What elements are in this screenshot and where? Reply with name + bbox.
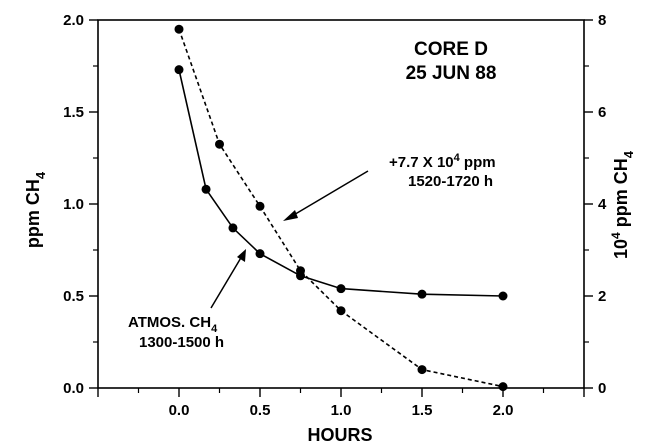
dashed-series-point	[336, 306, 346, 316]
solid-series-point	[255, 249, 265, 259]
x-tick-label: 1.0	[331, 402, 352, 419]
solid-series-point	[336, 284, 346, 294]
x-axis-title: HOURS	[307, 425, 372, 445]
right-y-axis-title-rest: ppm CH	[611, 158, 631, 232]
dashed-series-point	[174, 24, 184, 34]
dashed-series-point	[215, 139, 224, 149]
solid-series-point	[201, 184, 211, 194]
dashed-series-point	[498, 382, 508, 392]
right-y-tick-label: 0	[598, 380, 606, 397]
solid-series-point	[498, 291, 508, 301]
solid-series-point	[417, 289, 427, 299]
dashed-series-point	[255, 201, 265, 211]
right-y-axis-title-sub: 4	[621, 150, 636, 158]
right-y-axis-title: 104 ppm CH4	[609, 150, 636, 259]
x-tick-label: 0.5	[250, 402, 271, 419]
x-axis-ticks: 0.0 0.5 1.0 1.5 2.0	[97, 388, 585, 419]
right-y-axis-title-sup: 4	[609, 232, 623, 239]
left-y-tick-label: 0.0	[63, 380, 84, 397]
solid-series-label-sub: 4	[211, 323, 218, 335]
solid-series-arrow	[210, 249, 246, 309]
dashed-series-point	[417, 365, 427, 375]
dashed-series-point	[296, 266, 305, 276]
dashed-series-label-line2: 1520-1720 h	[408, 173, 493, 190]
left-y-axis-title: ppm CH4	[23, 171, 48, 248]
solid-series-point	[174, 65, 184, 75]
left-y-tick-label: 2.0	[63, 12, 84, 29]
left-y-axis-title-base: ppm CH	[23, 179, 43, 248]
solid-series-arrow-head	[237, 249, 246, 262]
dashed-series-label-sup: 4	[454, 152, 461, 164]
left-y-axis-ticks: 0.0 0.5 1.0 1.5 2.0	[63, 12, 98, 397]
chart-title: CORE D	[414, 39, 488, 60]
plot-border	[97, 19, 585, 389]
x-tick-label: 1.5	[412, 402, 433, 419]
solid-series-label-line2: 1300-1500 h	[139, 334, 224, 351]
series-group	[174, 24, 508, 392]
x-tick-label: 2.0	[493, 402, 514, 419]
solid-series-label-line1: ATMOS. CH4	[128, 314, 218, 335]
left-y-tick-label: 1.0	[63, 196, 84, 213]
right-y-tick-label: 8	[598, 12, 606, 29]
dashed-series-label-unit: ppm	[460, 154, 496, 171]
right-y-axis-title-base: 10	[611, 239, 631, 259]
solid-series-point	[228, 223, 238, 233]
solid-series-arrow-shaft	[210, 255, 243, 309]
left-y-tick-label: 1.5	[63, 104, 84, 121]
right-y-tick-label: 2	[598, 288, 606, 305]
dashed-series-arrow-shaft	[291, 170, 369, 217]
x-tick-label: 0.0	[169, 402, 190, 419]
right-y-axis-ticks: 0 2 4 6 8	[584, 12, 607, 397]
left-y-axis-title-sub: 4	[33, 171, 48, 179]
chart-subtitle: 25 JUN 88	[406, 63, 497, 84]
dashed-series-arrow	[283, 170, 369, 221]
right-y-tick-label: 6	[598, 104, 606, 121]
solid-series-label-base: ATMOS. CH	[128, 314, 211, 331]
left-y-tick-label: 0.5	[63, 288, 84, 305]
right-y-tick-label: 4	[598, 196, 607, 213]
dashed-series-label-base: +7.7 X 10	[389, 154, 454, 171]
solid-series-line	[178, 69, 504, 297]
dashed-series-arrow-head	[283, 210, 298, 221]
plot-frame	[97, 19, 585, 389]
dashed-series-label-line1: +7.7 X 104 ppm	[389, 152, 496, 171]
